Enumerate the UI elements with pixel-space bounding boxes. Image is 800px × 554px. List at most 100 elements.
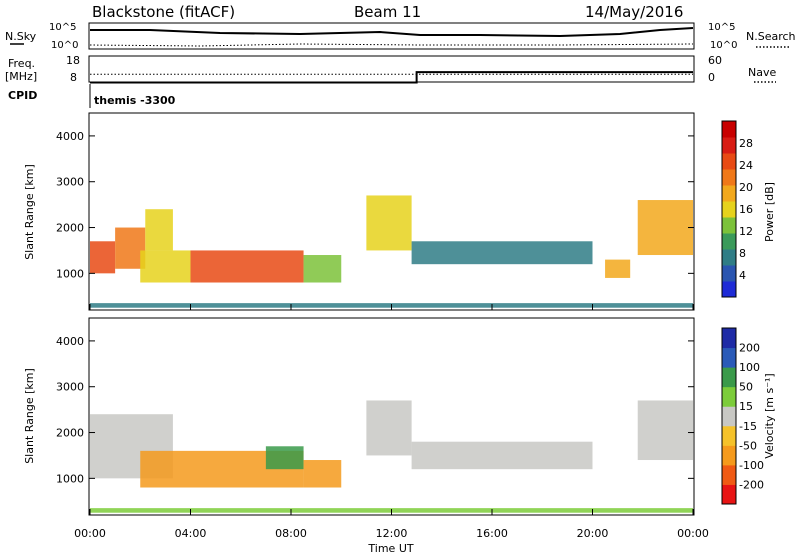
freq-left-tick-top: 18 <box>66 54 80 67</box>
x-tick-label: 04:00 <box>175 527 207 540</box>
power-colorbar: 28 24 20 16 12 8 4 <box>721 120 753 298</box>
power-echo-region <box>366 195 412 251</box>
colorbar-swatch <box>722 367 736 388</box>
colorbar-swatch <box>722 137 736 154</box>
velocity-data <box>90 400 693 513</box>
power-echo-region <box>637 200 693 256</box>
colorbar-swatch <box>722 169 736 186</box>
x-tick-label: 16:00 <box>476 527 508 540</box>
power-data <box>90 195 693 308</box>
nave-right-tick-top: 60 <box>708 54 722 67</box>
colorbar-swatch <box>722 249 736 266</box>
velocity-y-axis-label: Slant Range [km] <box>23 368 36 464</box>
beam-title: Beam 11 <box>354 3 421 21</box>
noise-right-tick-bottom: 10^0 <box>710 40 737 51</box>
colorbar-tick-label: 15 <box>739 400 753 413</box>
colorbar-tick-label: 100 <box>739 361 760 374</box>
colorbar-tick-label: 24 <box>739 159 753 172</box>
colorbar-swatch <box>722 201 736 218</box>
freq-panel-frame <box>88 55 695 83</box>
colorbar-tick-label: 16 <box>739 203 753 216</box>
colorbar-swatch <box>722 464 736 485</box>
noise-panel-frame <box>88 22 695 50</box>
power-echo-region <box>140 250 191 283</box>
noise-left-tick-bottom: 10^0 <box>51 40 78 51</box>
colorbar-swatch <box>722 185 736 202</box>
y-tick-label: 3000 <box>56 176 84 189</box>
nsearch-trace <box>89 43 694 47</box>
nave-right-tick-bottom: 0 <box>708 71 715 84</box>
noise-left-tick-top: 10^5 <box>49 22 76 33</box>
power-colorbar-label: Power [dB] <box>763 182 776 242</box>
cpid-label: CPID <box>8 89 37 102</box>
x-tick-label: 00:00 <box>677 527 709 540</box>
colorbar-tick-label: 20 <box>739 181 753 194</box>
colorbar-swatch <box>722 153 736 170</box>
power-y-axis-label: Slant Range [km] <box>23 164 36 260</box>
colorbar-tick-label: -100 <box>739 459 764 472</box>
colorbar-tick-label: 8 <box>739 247 746 260</box>
date-title: 14/May/2016 <box>585 3 683 21</box>
y-tick-label: 1000 <box>56 267 84 280</box>
time-axis-label: Time UT <box>367 542 413 554</box>
x-tick-label: 08:00 <box>275 527 307 540</box>
velocity-y-axis: 1000 2000 3000 4000 <box>56 335 694 485</box>
y-tick-label: 3000 <box>56 381 84 394</box>
colorbar-swatch <box>722 233 736 250</box>
freq-label-line2: [MHz] <box>5 70 37 83</box>
colorbar-tick-label: -15 <box>739 420 757 433</box>
colorbar-swatch <box>722 386 736 407</box>
y-tick-label: 1000 <box>56 472 84 485</box>
colorbar-swatch <box>722 484 736 505</box>
velocity-echo-region <box>366 400 412 456</box>
colorbar-tick-label: -200 <box>739 478 764 491</box>
colorbar-tick-label: 50 <box>739 381 753 394</box>
y-tick-label: 2000 <box>56 222 84 235</box>
nsky-trace <box>90 27 694 38</box>
station-title: Blackstone (fitACF) <box>92 3 235 21</box>
x-tick-label: 00:00 <box>74 527 106 540</box>
freq-traces <box>90 71 693 84</box>
velocity-echo-region <box>265 446 304 470</box>
colorbar-tick-label: 28 <box>739 137 753 150</box>
colorbar-swatch <box>722 445 736 466</box>
velocity-echo-region <box>303 460 342 488</box>
velocity-colorbar-label: Velocity [m s⁻¹] <box>763 373 776 458</box>
power-echo-region <box>145 209 173 251</box>
power-echo-region <box>90 241 116 274</box>
colorbar-swatch <box>722 217 736 234</box>
velocity-colorbar: 200 100 50 15 -15 -50 -100 -200 <box>721 327 764 505</box>
nave-label: Nave <box>748 66 776 79</box>
colorbar-tick-label: -50 <box>739 439 757 452</box>
velocity-echo-region <box>411 441 593 470</box>
colorbar-frame <box>721 120 737 298</box>
colorbar-tick-label: 4 <box>739 269 746 282</box>
power-echo-region <box>303 255 342 283</box>
power-y-axis: 1000 2000 3000 4000 <box>56 130 694 280</box>
y-tick-label: 4000 <box>56 335 84 348</box>
colorbar-swatch <box>722 121 736 138</box>
y-tick-label: 4000 <box>56 130 84 143</box>
colorbar-frame <box>721 327 737 505</box>
colorbar-tick-label: 200 <box>739 342 760 355</box>
x-tick-label: 20:00 <box>577 527 609 540</box>
colorbar-swatch <box>722 425 736 446</box>
colorbar-tick-label: 12 <box>739 225 753 238</box>
colorbar-swatch <box>722 281 736 298</box>
nsearch-label: N.Search <box>746 30 796 43</box>
freq-label-line1: Freq. <box>8 57 35 70</box>
time-axis: 00:00 04:00 08:00 12:00 16:00 20:00 00:00 <box>74 304 709 540</box>
colorbar-swatch <box>722 265 736 282</box>
x-tick-label: 12:00 <box>376 527 408 540</box>
power-echo-region <box>411 241 593 265</box>
freq-trace <box>90 71 693 84</box>
cpid-value: themis -3300 <box>94 94 176 107</box>
colorbar-swatch <box>722 406 736 427</box>
freq-left-tick-bottom: 8 <box>70 71 77 84</box>
y-tick-label: 2000 <box>56 427 84 440</box>
power-echo-region <box>190 250 304 283</box>
noise-right-tick-top: 10^5 <box>708 22 735 33</box>
colorbar-swatch <box>722 328 736 349</box>
velocity-echo-region <box>637 400 693 461</box>
